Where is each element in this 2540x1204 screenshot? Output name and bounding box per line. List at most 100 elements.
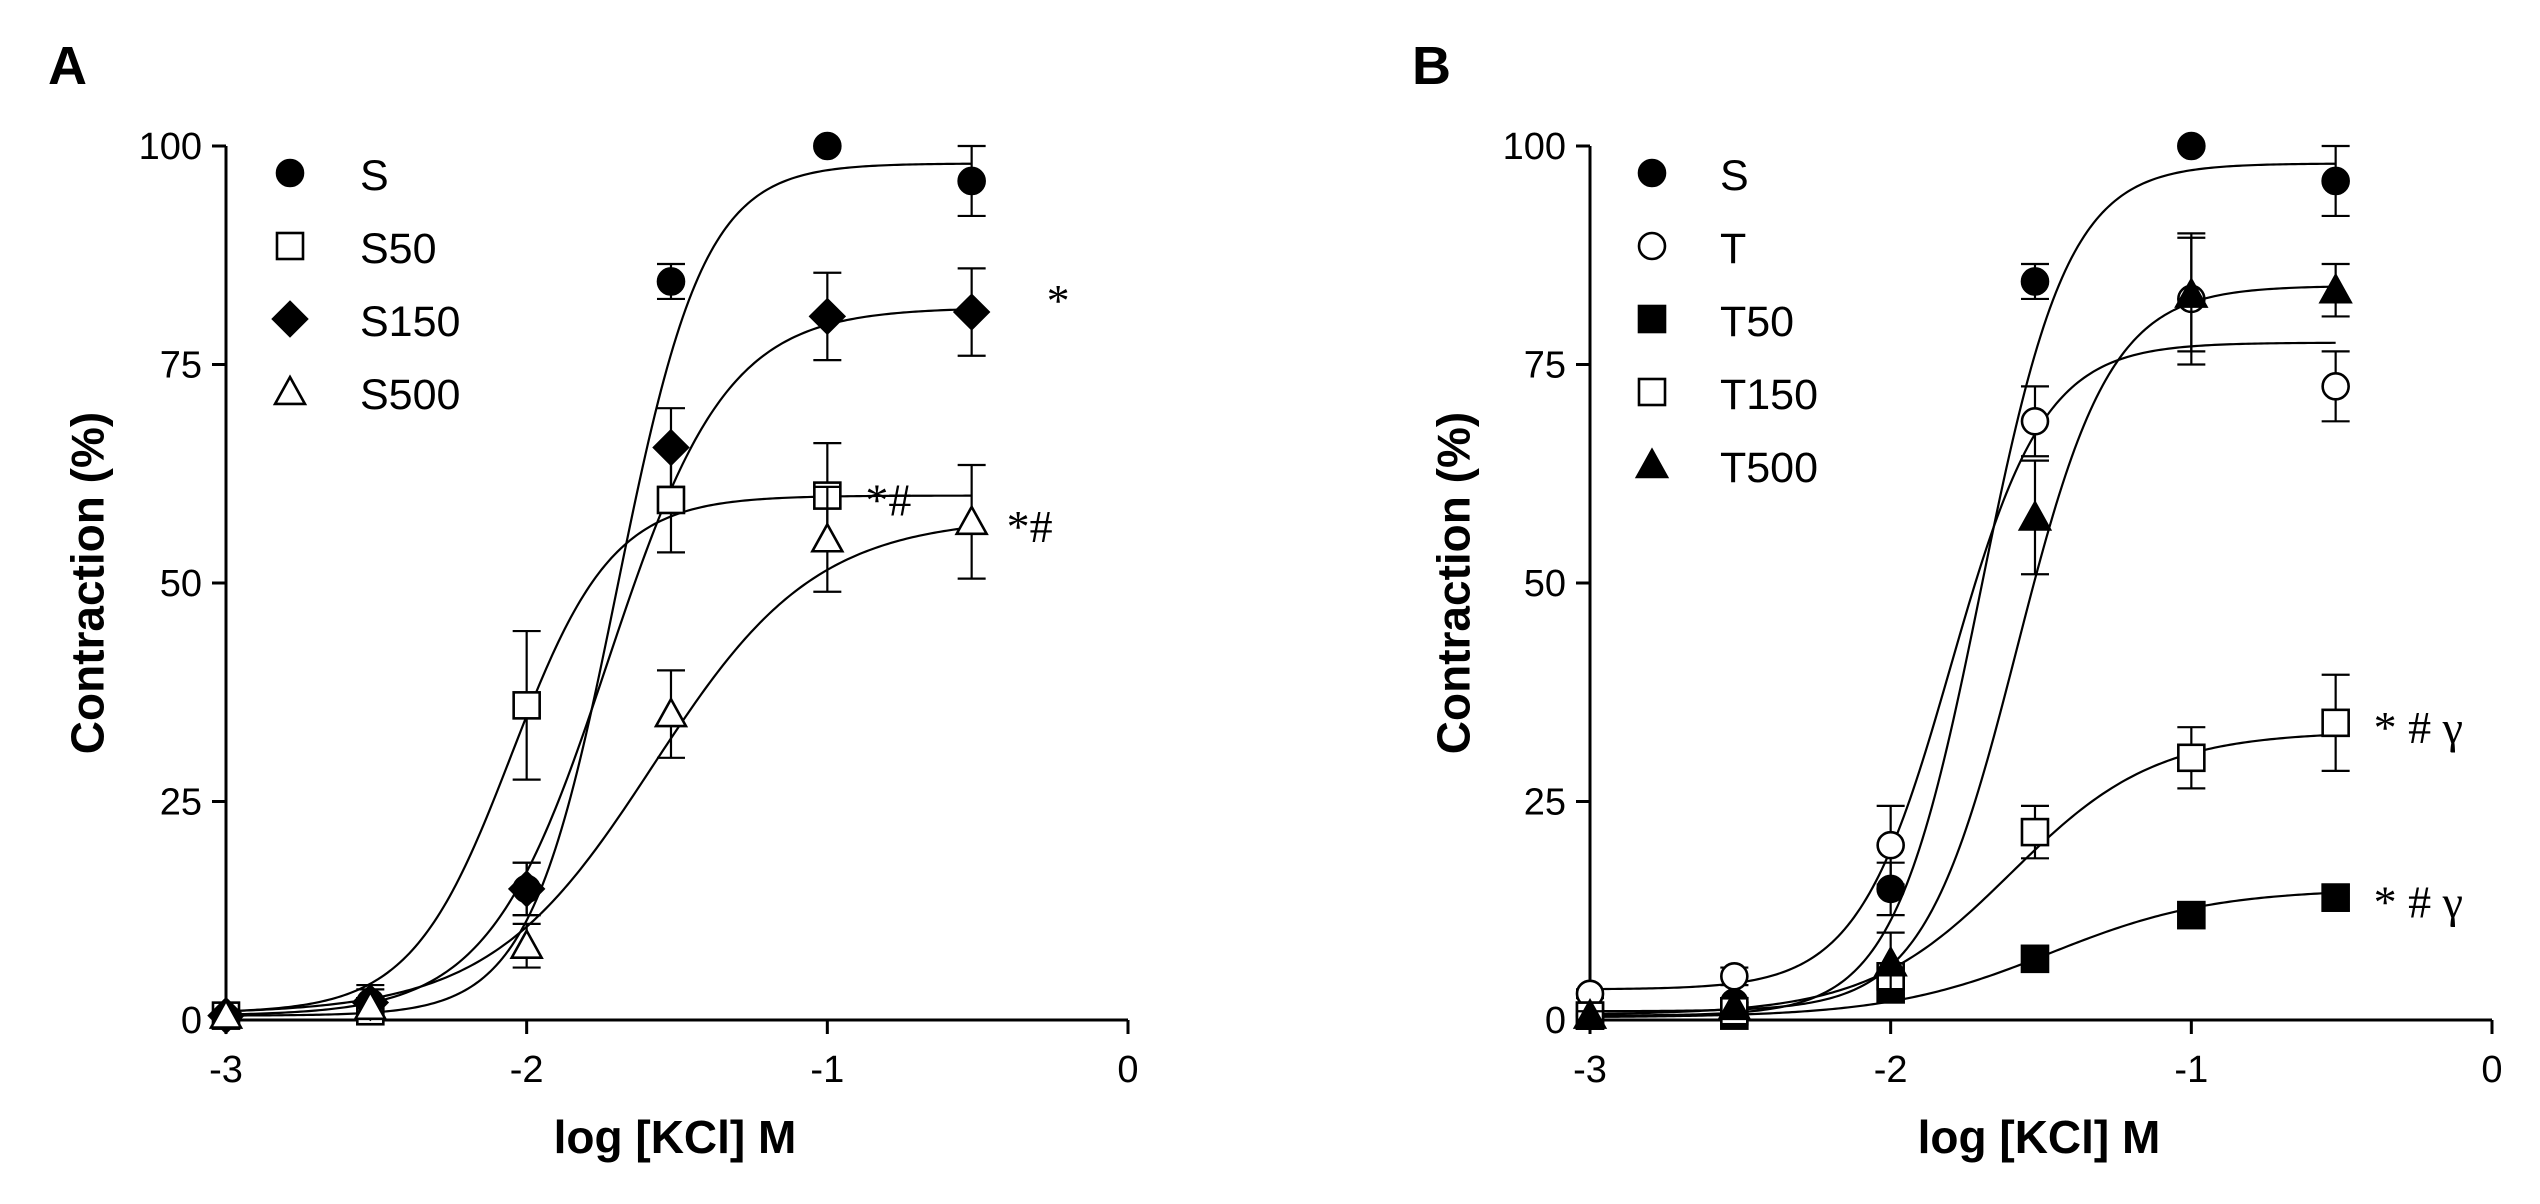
series-t	[1575, 232, 2350, 1009]
legend-marker	[1637, 231, 1667, 261]
panel-b: B -3 -2 -1 0 0 25 50 75 100 log [KCl] M Contraction…	[1412, 36, 2503, 1163]
data-point	[2321, 166, 2350, 196]
data-point	[810, 521, 845, 553]
data-point	[2177, 131, 2206, 161]
legend-label: T150	[1720, 371, 1818, 419]
data-point	[2174, 276, 2209, 308]
legend-label: S	[1720, 152, 1749, 200]
y-tick-label: 50	[1524, 563, 1566, 605]
x-tick-label: -2	[1874, 1049, 1908, 1091]
y-axis-title: Contraction (%)	[1428, 412, 1480, 754]
fit-curve-s50	[225, 494, 972, 1013]
x-tick-label: 0	[1117, 1049, 1138, 1091]
data-point	[1720, 961, 1749, 991]
data-point	[509, 928, 544, 959]
significance-annotation: *	[1047, 275, 1070, 326]
data-point	[2321, 708, 2350, 738]
y-axis-title: Contraction (%)	[62, 412, 114, 754]
data-point	[2318, 272, 2353, 304]
data-point	[952, 293, 991, 331]
data-point	[808, 297, 847, 336]
legend-label: S50	[360, 225, 437, 273]
legend-marker	[1637, 377, 1667, 407]
legend-label: S150	[360, 298, 460, 346]
panel-letter: A	[48, 36, 87, 96]
y-tick-label: 100	[139, 126, 202, 168]
y-tick-label: 25	[160, 782, 202, 824]
legend: S S50 S150 S500	[271, 152, 460, 419]
x-tick-label: -3	[1573, 1049, 1607, 1091]
legend-marker	[272, 374, 308, 406]
fit-curve-t50	[1589, 891, 2336, 1019]
panel-a: A -3 -2 -1 0 0 25 50 75 100 log [KCl] M Contraction…	[48, 36, 1139, 1163]
series-t500	[1572, 236, 2353, 1029]
fit-curve-t	[1589, 341, 2336, 991]
significance-annotation: *#	[865, 475, 911, 526]
y-tick-label: 100	[1503, 126, 1566, 168]
legend-marker	[271, 300, 309, 338]
data-point	[2177, 900, 2206, 930]
data-point	[954, 504, 989, 536]
x-tick-label: 0	[2481, 1049, 2502, 1091]
fit-curve-t500	[1590, 285, 2336, 1013]
data-point	[208, 998, 244, 1029]
data-point	[652, 428, 690, 467]
data-point	[2177, 743, 2206, 773]
series-s500	[208, 463, 989, 1029]
data-point	[2020, 817, 2050, 847]
series-s150	[207, 267, 991, 1035]
data-point	[512, 691, 541, 720]
legend-label: T50	[1720, 298, 1794, 346]
x-axis-title: log [KCl] M	[554, 1111, 797, 1163]
fit-curve-s150	[225, 308, 972, 1016]
x-tick-label: -3	[209, 1049, 243, 1091]
legend-label: T500	[1720, 444, 1818, 492]
legend-label: T	[1720, 225, 1746, 273]
legend-marker	[275, 158, 305, 188]
legend-label: S500	[360, 371, 460, 419]
data-point	[2321, 883, 2350, 912]
data-point	[1572, 998, 1608, 1029]
legend-marker	[275, 231, 305, 261]
y-tick-label: 75	[160, 345, 202, 387]
data-point	[653, 696, 689, 728]
legend-marker	[1634, 447, 1670, 479]
significance-annotation: *#	[1007, 501, 1053, 552]
y-tick-label: 0	[181, 1000, 202, 1042]
data-point	[2321, 372, 2350, 401]
data-point	[656, 485, 686, 515]
legend-marker	[1637, 304, 1667, 334]
data-point	[1873, 945, 1908, 977]
series-s	[1575, 131, 2350, 1030]
fit-curve-s	[1589, 162, 2336, 1017]
fit-curve-s500	[225, 526, 972, 1013]
y-tick-label: 50	[160, 563, 202, 605]
x-tick-label: -2	[510, 1049, 544, 1091]
data-point	[1717, 989, 1752, 1021]
y-tick-label: 25	[1524, 782, 1566, 824]
data-point	[2020, 407, 2050, 436]
data-point	[656, 267, 686, 296]
legend-label: S	[360, 152, 389, 200]
significance-annotation: * # γ	[2374, 702, 2463, 753]
data-point	[813, 131, 842, 161]
y-tick-label: 0	[1545, 1000, 1566, 1042]
data-point	[507, 870, 546, 908]
x-tick-label: -1	[810, 1049, 844, 1091]
data-point	[353, 989, 388, 1021]
legend: ST T50 T150 T500	[1634, 152, 1818, 492]
panel-letter: B	[1412, 36, 1451, 96]
series-s	[211, 131, 986, 1030]
fit-curve-t150	[1589, 733, 2336, 1015]
data-point	[1876, 830, 1905, 860]
series-t150	[1575, 673, 2350, 1030]
series-t50	[1575, 883, 2350, 1030]
x-axis-title: log [KCl] M	[1918, 1111, 2161, 1163]
data-point	[2020, 944, 2050, 974]
data-point	[2017, 499, 2053, 531]
legend-marker	[1637, 158, 1667, 188]
data-point	[957, 166, 986, 196]
fit-curve-s	[225, 162, 972, 1017]
significance-annotation: * # γ	[2374, 877, 2463, 928]
